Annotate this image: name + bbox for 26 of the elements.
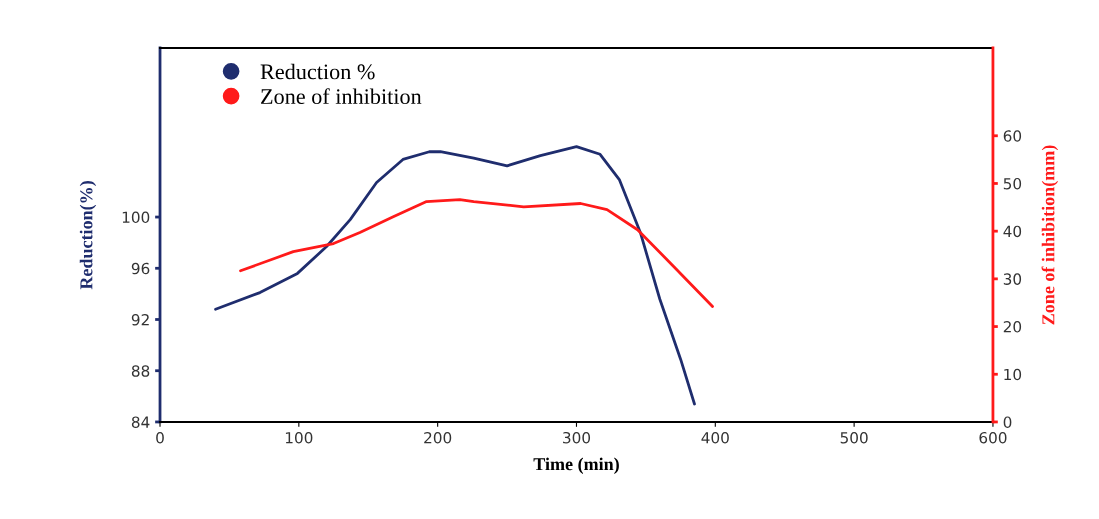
y-axis-title: Reduction(%) bbox=[79, 181, 97, 290]
y-tick-label: 84 bbox=[131, 416, 150, 428]
y2-axis-title: Zone of inhibition(mm) bbox=[1041, 145, 1059, 325]
legend-label: Zone of inhibition bbox=[261, 88, 422, 105]
y2-tick-label: 40 bbox=[1003, 225, 1022, 238]
x-tick-label: 400 bbox=[701, 431, 729, 444]
x-axis-title: Time (min) bbox=[533, 457, 619, 474]
y2-tick-label: 30 bbox=[1003, 273, 1022, 285]
x-tick-label: 0 bbox=[156, 431, 164, 444]
y-tick-label: 92 bbox=[131, 313, 149, 326]
y2-tick-label: 50 bbox=[1003, 177, 1022, 190]
y-tick-label: 100 bbox=[122, 211, 150, 224]
y2-tick-label: 60 bbox=[1003, 130, 1022, 142]
y2-tick-label: 10 bbox=[1004, 368, 1022, 381]
y2-tick-label: 20 bbox=[1003, 321, 1022, 333]
x-tick-label: 600 bbox=[979, 431, 1007, 444]
y-tick-label: 88 bbox=[131, 365, 150, 377]
x-tick-label: 500 bbox=[840, 431, 868, 444]
x-tick-label: 300 bbox=[563, 431, 591, 444]
y2-tick-label: 0 bbox=[1003, 416, 1012, 428]
line-series bbox=[214, 145, 696, 406]
y-tick-label: 96 bbox=[131, 262, 150, 275]
x-tick-label: 200 bbox=[424, 431, 452, 444]
x-tick-label: 100 bbox=[285, 431, 313, 444]
line-series bbox=[239, 198, 714, 308]
legend-label: Reduction % bbox=[260, 63, 375, 80]
